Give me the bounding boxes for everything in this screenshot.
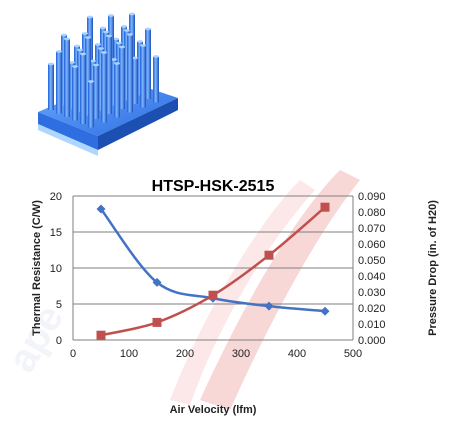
y-right-axis-title: Pressure Drop (in. of H20): [427, 200, 439, 336]
heatsink-pin-top: [101, 51, 107, 54]
data-point-thermal-resistance: [96, 204, 106, 214]
heatsink-pin-top: [64, 37, 70, 41]
heatsink-product-image: [0, 0, 205, 170]
data-point-pressure-drop: [152, 317, 162, 327]
heatsink-pin: [127, 34, 133, 113]
heatsink-pin-top: [103, 30, 109, 34]
chart-svg: ape 0 5 10 15 20 0.000 0.010 0.020 0.030 0.040 0.0…: [0, 170, 439, 416]
heatsink-pin: [140, 45, 146, 108]
y-right-tick-label: 0.080: [358, 207, 386, 219]
heatsink-pin: [119, 47, 125, 109]
heatsink-pin-top: [61, 33, 67, 37]
y-left-axis-title: Thermal Resistance (C/W): [31, 200, 43, 336]
data-point-thermal-resistance: [264, 301, 274, 311]
chart-title: HTSP-HSK-2515: [152, 178, 275, 195]
heatsink-pin-top: [114, 62, 120, 65]
heatsink-pin-top: [90, 59, 96, 63]
y-left-tick-label: 5: [56, 299, 62, 311]
heatsink-pin-top: [145, 27, 151, 31]
x-axis-title: Air Velocity (lfm): [170, 404, 257, 416]
heatsink-pin-top: [111, 58, 117, 61]
data-point-pressure-drop: [208, 290, 218, 300]
heatsink-pin: [145, 29, 151, 99]
heatsink-pin-top: [77, 48, 83, 52]
heatsink-pin-top: [100, 26, 106, 30]
heatsink-pin-top: [127, 33, 133, 36]
x-tick-label: 300: [232, 348, 250, 360]
heatsink-pin-top: [132, 56, 138, 60]
heatsink-pin-top: [119, 45, 125, 49]
data-point-thermal-resistance: [320, 306, 330, 316]
heatsink-pin-top: [87, 15, 93, 19]
heatsink-pin-top: [106, 34, 112, 38]
heatsink-pin: [132, 58, 138, 104]
heatsink-pin-top: [113, 37, 119, 41]
x-tick-label: 400: [288, 348, 306, 360]
data-point-pressure-drop: [96, 330, 106, 340]
y-right-tick-label: 0.000: [358, 335, 386, 347]
data-point-pressure-drop: [264, 250, 274, 260]
heatsink-pin-top: [80, 52, 86, 56]
data-point-thermal-resistance: [152, 277, 162, 287]
y-right-tick-label: 0.020: [358, 303, 386, 315]
heatsink-pin-top: [98, 47, 104, 50]
heatsink-pin: [56, 51, 62, 114]
heatsink-pin-top: [48, 62, 54, 66]
x-tick-label: 200: [176, 348, 194, 360]
thermal-chart: ape 0 5 10 15 20 0.000 0.010 0.020 0.030 0.040 0.0…: [0, 170, 450, 420]
heatsink-pin: [48, 64, 54, 110]
y-right-tick-label: 0.050: [358, 255, 386, 267]
x-tick-label: 0: [70, 348, 76, 360]
heatsink-pin-top: [56, 50, 62, 53]
heatsink-pin-top: [116, 41, 122, 45]
heatsink-pin: [93, 65, 99, 119]
y-right-tick-label: 0.090: [358, 191, 386, 203]
heatsink-pin-top: [85, 36, 91, 39]
heatsink-pin-fin-image: [38, 12, 178, 156]
heatsink-pin: [153, 56, 159, 103]
heatsink-pin-top: [129, 12, 135, 16]
heatsink-pin-top: [69, 61, 75, 64]
y-right-tick-label: 0.010: [358, 319, 386, 331]
heatsink-pin: [106, 36, 112, 114]
heatsink-pin-top: [95, 43, 101, 46]
heatsink-pin-top: [137, 40, 143, 43]
y-left-tick-label: 10: [50, 263, 62, 275]
y-right-tick-label: 0.070: [358, 223, 386, 235]
heatsink-pin-top: [88, 80, 94, 83]
y-right-tick-label: 0.030: [358, 287, 386, 299]
heatsink-pin: [114, 63, 120, 118]
heatsink-pin-top: [72, 65, 78, 68]
y-right-tick-label: 0.040: [358, 271, 386, 283]
heatsink-pin-top: [153, 55, 159, 58]
x-tick-label: 100: [120, 348, 138, 360]
heatsink-pin-top: [93, 63, 99, 67]
heatsink-pin-top: [124, 29, 130, 32]
y-left-tick-label: 20: [50, 191, 62, 203]
heatsink-pin-top: [108, 14, 114, 17]
y-right-tick-label: 0.060: [358, 239, 386, 251]
heatsink-pin: [64, 39, 70, 117]
y-left-tick-label: 0: [56, 335, 62, 347]
heatsink-pin: [80, 54, 86, 124]
heatsink-pin-top: [121, 25, 127, 28]
heatsink-pin-top: [74, 44, 80, 48]
y-left-tick-label: 15: [50, 227, 62, 239]
heatsink-pin: [101, 52, 107, 123]
watermark: ape: [0, 170, 360, 410]
heatsink-pin-top: [82, 32, 88, 35]
heatsink-pin: [88, 81, 94, 128]
data-point-pressure-drop: [320, 202, 330, 212]
heatsink-pin: [72, 66, 78, 121]
heatsink-pin-top: [140, 44, 146, 47]
x-tick-label: 500: [344, 348, 362, 360]
heatsink-pin: [85, 37, 91, 116]
